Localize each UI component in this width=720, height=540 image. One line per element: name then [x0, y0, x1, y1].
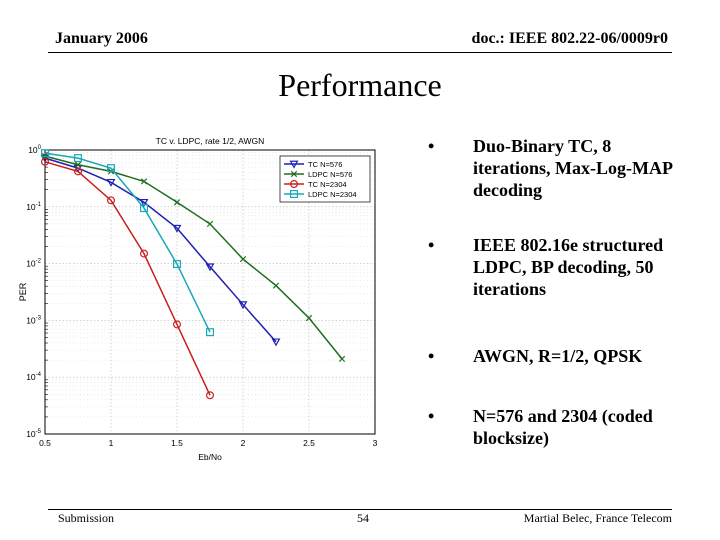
data-point — [173, 320, 182, 329]
chart-x-axis-label: Eb/No — [198, 452, 222, 462]
data-point — [139, 198, 149, 207]
x-tick-label: 2 — [241, 438, 246, 448]
x-tick-label: 2.5 — [303, 438, 315, 448]
data-point — [271, 338, 281, 347]
bullet-text: N=576 and 2304 (coded blocksize) — [473, 406, 653, 448]
footer-divider — [48, 509, 672, 510]
data-point — [140, 204, 149, 213]
bullet-marker: • — [428, 235, 435, 255]
data-point — [140, 178, 148, 185]
series-line — [44, 155, 343, 360]
data-point — [272, 282, 280, 289]
slide-title: Performance — [278, 67, 442, 103]
series-tc-n-576 — [40, 154, 281, 347]
bullet-marker: • — [428, 406, 435, 426]
y-tick-label: 10-1 — [26, 202, 41, 212]
legend-label: LDPC N=576 — [308, 170, 352, 179]
data-point-stroke — [338, 355, 346, 363]
series-line — [44, 152, 211, 333]
data-point — [289, 160, 299, 169]
series-tc-n-2304 — [40, 157, 215, 400]
header-doc-id: doc.: IEEE 802.22-06/0009r0 — [471, 30, 668, 47]
series-line — [44, 161, 211, 396]
series-line — [44, 157, 277, 343]
data-point — [140, 249, 149, 258]
data-point — [106, 196, 115, 205]
x-tick-label: 1 — [109, 438, 114, 448]
data-point — [173, 199, 181, 206]
data-point-stroke — [140, 178, 148, 185]
y-tick-label: 10-5 — [26, 429, 41, 439]
series-ldpc-n-2304 — [40, 149, 215, 337]
chart-ticks: 0.5 1 1.5 2 2.5 3 100 10-1 10-2 10-3 10-4 10-5 — [26, 145, 377, 448]
data-point — [238, 301, 248, 310]
footer-submission: Submission — [58, 511, 115, 525]
bullet-marker: • — [428, 136, 435, 156]
data-point — [40, 149, 49, 158]
data-point — [173, 260, 182, 269]
footer-page-number: 54 — [357, 511, 369, 525]
x-tick-label: 0.5 — [39, 438, 51, 448]
data-point — [40, 157, 49, 166]
chart-series — [40, 149, 346, 400]
data-point — [290, 170, 298, 178]
legend-label: LDPC N=2304 — [308, 190, 357, 199]
data-point — [290, 190, 299, 199]
data-point — [305, 314, 313, 322]
data-point-stroke — [74, 161, 82, 168]
data-point-stroke — [290, 170, 298, 178]
header-date: January 2006 — [55, 30, 148, 47]
data-point-stroke — [272, 282, 280, 289]
y-tick-label: 10-4 — [26, 372, 41, 382]
legend-label: TC N=2304 — [308, 180, 347, 189]
y-tick-label: 10-2 — [26, 259, 41, 269]
data-point-stroke — [239, 255, 247, 263]
y-tick-label: 10-3 — [26, 315, 41, 325]
footer-author: Martial Belec, France Telecom — [523, 511, 672, 525]
bullet-item: • AWGN, R=1/2, QPSK — [428, 345, 688, 367]
series-ldpc-n-576 — [41, 152, 346, 363]
bullet-text: IEEE 802.16e structured LDPC, BP decodin… — [473, 235, 664, 299]
data-point — [338, 355, 346, 363]
data-point-stroke — [305, 314, 313, 322]
data-point — [172, 224, 182, 233]
data-point — [106, 178, 116, 187]
data-point — [206, 220, 214, 228]
data-point — [205, 263, 215, 272]
header-divider — [48, 52, 672, 53]
bullet-text: Duo-Binary TC, 8 iterations, Max-Log-MAP… — [473, 136, 672, 200]
x-tick-label: 1.5 — [171, 438, 183, 448]
legend-label: TC N=576 — [308, 160, 342, 169]
bullet-item: • N=576 and 2304 (coded blocksize) — [428, 405, 688, 449]
data-point — [74, 161, 82, 168]
y-tick-label: 100 — [28, 145, 41, 155]
data-point-stroke — [206, 220, 214, 228]
data-point — [73, 154, 82, 163]
data-point-stroke — [173, 199, 181, 206]
bullet-item: • IEEE 802.16e structured LDPC, BP decodi… — [428, 234, 688, 300]
x-tick-label: 3 — [373, 438, 378, 448]
data-point — [73, 167, 82, 176]
chart-axes-frame — [44, 149, 376, 435]
data-point — [106, 164, 115, 173]
chart-y-axis-label: PER — [18, 282, 28, 301]
bullet-text: AWGN, R=1/2, QPSK — [473, 346, 643, 366]
bullet-marker: • — [428, 346, 435, 366]
bullet-item: • Duo-Binary TC, 8 iterations, Max-Log-MA… — [428, 135, 688, 201]
data-point — [206, 328, 215, 337]
data-point — [239, 255, 247, 263]
chart-title: TC v. LDPC, rate 1/2, AWGN — [156, 136, 265, 146]
data-point — [290, 180, 299, 189]
data-point — [206, 391, 215, 400]
